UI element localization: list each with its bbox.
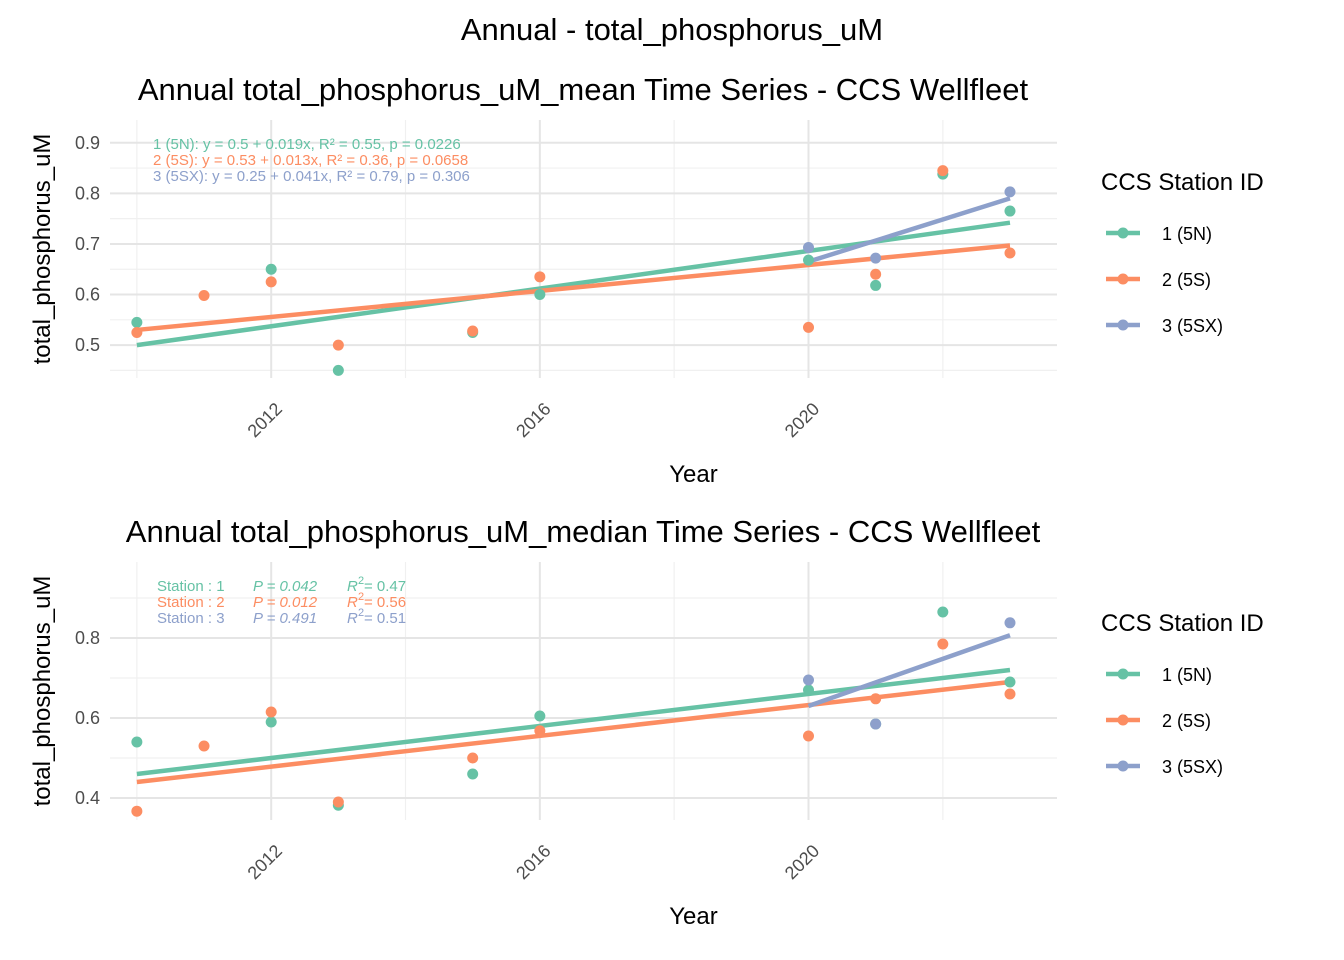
legend-key-point-1 xyxy=(1117,668,1129,680)
y-tick-label: 0.5 xyxy=(75,335,100,355)
data-point-series-2 xyxy=(1004,247,1016,259)
data-point-series-2 xyxy=(802,730,814,742)
legend-key-point-2 xyxy=(1117,273,1129,285)
y-tick-label: 0.8 xyxy=(75,628,100,648)
data-point-series-2 xyxy=(802,321,814,333)
annotation-r-symbol: R xyxy=(347,578,358,595)
data-point-series-2 xyxy=(332,796,344,808)
legend-key-point-2 xyxy=(1117,714,1129,726)
data-point-series-1 xyxy=(467,768,479,780)
data-point-series-1 xyxy=(265,716,277,728)
mean-panel: Annual total_phosphorus_uM_mean Time Ser… xyxy=(29,72,1264,488)
legend-key-point-3 xyxy=(1117,760,1129,772)
regression-annotation: 2 (5S): y = 0.53 + 0.013x, R² = 0.36, p … xyxy=(153,152,468,169)
data-point-series-1 xyxy=(131,316,143,328)
annotation-r-superscript: 2 xyxy=(358,591,364,603)
annotation-r-symbol: R xyxy=(347,594,358,611)
data-point-series-1 xyxy=(534,289,546,301)
median-panel: Annual total_phosphorus_uM_median Time S… xyxy=(29,514,1264,930)
data-point-series-1 xyxy=(870,279,882,291)
data-point-series-1 xyxy=(534,710,546,722)
data-point-series-3 xyxy=(1004,186,1016,198)
y-tick-label: 0.8 xyxy=(75,183,100,203)
legend-label-1: 1 (5N) xyxy=(1162,665,1212,685)
data-point-series-2 xyxy=(265,276,277,288)
data-point-series-1 xyxy=(332,364,344,376)
data-point-series-1 xyxy=(937,606,949,618)
annotation-station-label: Station : 2 xyxy=(157,594,225,611)
legend-key-point-3 xyxy=(1117,319,1129,331)
data-point-series-2 xyxy=(1004,688,1016,700)
x-axis-label: Year xyxy=(669,461,718,488)
annotation-r2-value: = 0.51 xyxy=(364,610,406,627)
y-tick-label: 0.4 xyxy=(75,788,100,808)
y-tick-label: 0.7 xyxy=(75,234,100,254)
data-point-series-2 xyxy=(467,325,479,337)
panel-title: Annual total_phosphorus_uM_mean Time Ser… xyxy=(138,72,1029,107)
annotation-r-superscript: 2 xyxy=(358,575,364,587)
trend-line-2 xyxy=(136,679,1011,785)
legend-label-3: 3 (5SX) xyxy=(1162,757,1223,777)
data-point-series-2 xyxy=(265,706,277,718)
trend-line-2 xyxy=(136,243,1011,333)
annotation-p-value: P = 0.012 xyxy=(253,594,318,611)
legend-key-point-1 xyxy=(1117,227,1129,239)
y-axis-label: total_phosphorus_uM xyxy=(29,134,56,365)
regression-annotation: 1 (5N): y = 0.5 + 0.019x, R² = 0.55, p =… xyxy=(153,136,461,153)
data-point-series-2 xyxy=(937,638,949,650)
y-tick-label: 0.9 xyxy=(75,133,100,153)
data-point-series-2 xyxy=(467,752,479,764)
legend-label-2: 2 (5S) xyxy=(1162,270,1211,290)
data-point-series-2 xyxy=(534,271,546,283)
annotation-r2-value: = 0.47 xyxy=(364,578,406,595)
data-point-series-1 xyxy=(1004,676,1016,688)
legend: CCS Station ID 1 (5N) 2 (5S) 3 (5SX) xyxy=(1101,610,1264,777)
data-point-series-2 xyxy=(198,290,210,302)
annotation-r-superscript: 2 xyxy=(358,607,364,619)
legend: CCS Station ID 1 (5N) 2 (5S) 3 (5SX) xyxy=(1101,169,1264,336)
figure-title: Annual - total_phosphorus_uM xyxy=(461,12,883,47)
data-point-series-2 xyxy=(870,268,882,280)
data-point-series-1 xyxy=(131,736,143,748)
y-tick-label: 0.6 xyxy=(75,708,100,728)
legend-title: CCS Station ID xyxy=(1101,610,1264,637)
annotation-p-value: P = 0.491 xyxy=(253,610,317,627)
data-point-series-2 xyxy=(534,725,546,737)
data-point-series-3 xyxy=(802,674,814,686)
regression-annotation: 3 (5SX): y = 0.25 + 0.041x, R² = 0.79, p… xyxy=(153,168,470,185)
data-point-series-3 xyxy=(870,252,882,264)
data-point-series-2 xyxy=(870,693,882,705)
data-point-series-2 xyxy=(332,339,344,351)
annotation-r2-value: = 0.56 xyxy=(364,594,406,611)
data-point-series-1 xyxy=(1004,205,1016,217)
annotation-r-symbol: R xyxy=(347,610,358,627)
annotation-station-label: Station : 3 xyxy=(157,610,225,627)
y-tick-label: 0.6 xyxy=(75,285,100,305)
regression-annotations: 1 (5N): y = 0.5 + 0.019x, R² = 0.55, p =… xyxy=(153,136,470,185)
y-axis-label: total_phosphorus_uM xyxy=(29,576,56,807)
legend-label-2: 2 (5S) xyxy=(1162,711,1211,731)
data-point-series-1 xyxy=(802,684,814,696)
data-point-series-1 xyxy=(265,263,277,275)
data-point-series-3 xyxy=(1004,617,1016,629)
legend-label-1: 1 (5N) xyxy=(1162,224,1212,244)
data-point-series-3 xyxy=(802,241,814,253)
data-point-series-2 xyxy=(131,805,143,817)
data-point-series-2 xyxy=(937,165,949,177)
trend-line-3 xyxy=(807,196,1011,264)
annotation-p-value: P = 0.042 xyxy=(253,578,318,595)
panel-title: Annual total_phosphorus_uM_median Time S… xyxy=(126,514,1041,549)
trend-line-3 xyxy=(807,633,1011,709)
x-axis-label: Year xyxy=(669,903,718,930)
data-point-series-3 xyxy=(870,718,882,730)
legend-title: CCS Station ID xyxy=(1101,169,1264,196)
legend-label-3: 3 (5SX) xyxy=(1162,316,1223,336)
data-point-series-2 xyxy=(198,740,210,752)
data-point-series-2 xyxy=(131,326,143,338)
annotation-station-label: Station : 1 xyxy=(157,578,225,595)
data-point-series-1 xyxy=(802,254,814,266)
